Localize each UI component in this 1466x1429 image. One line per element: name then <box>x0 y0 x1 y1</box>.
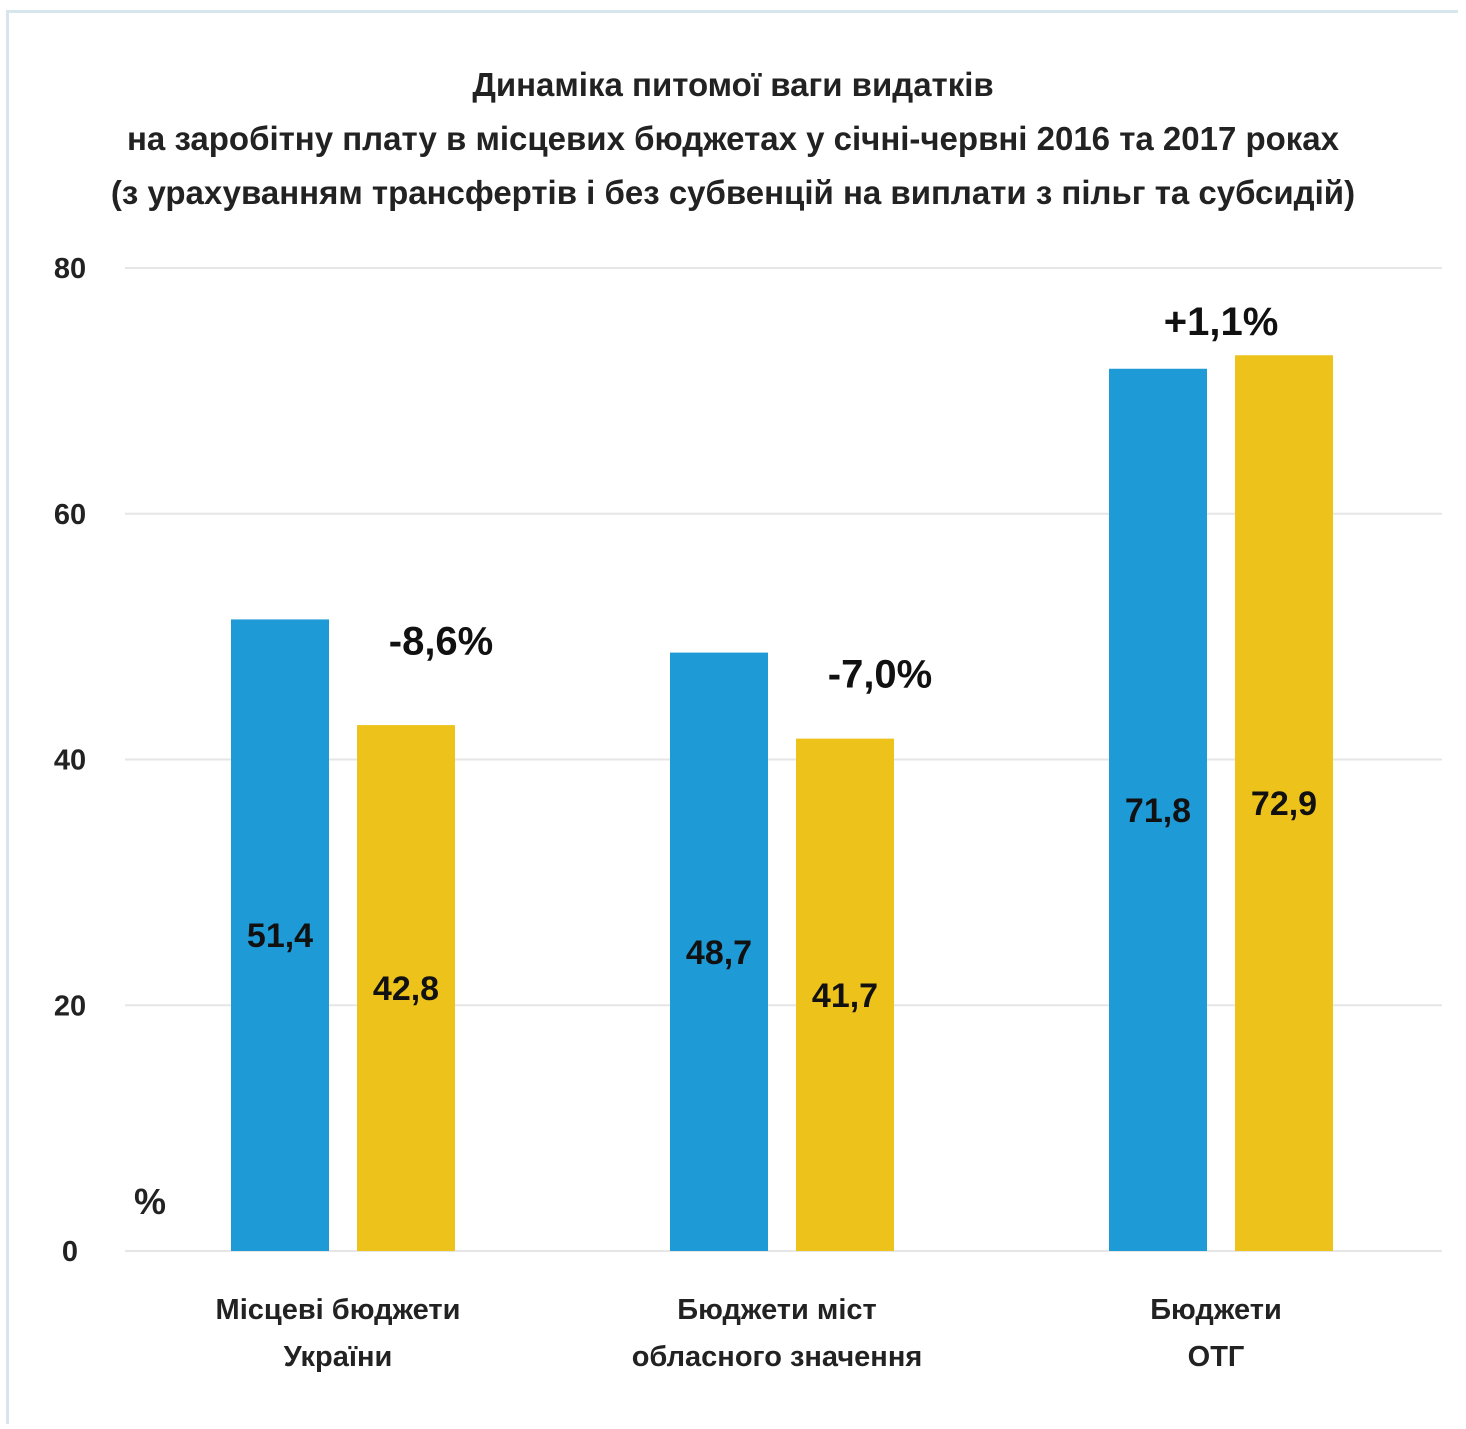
y-tick-label: 0 <box>62 1236 78 1268</box>
title-line-2: на заробітну плату в місцевих бюджетах у… <box>126 120 1340 157</box>
bar <box>231 619 329 1251</box>
bars <box>231 355 1333 1252</box>
bar <box>357 725 455 1251</box>
title-line-3: (з урахуванням трансфертів і без субвенц… <box>110 174 1356 211</box>
bar-value-label: 71,8 <box>1125 792 1191 830</box>
bar <box>796 738 894 1251</box>
gridlines <box>125 267 1442 1252</box>
bar-value-label: 42,8 <box>373 970 439 1008</box>
y-axis-ticks: 0 20 40 60 80 <box>54 253 86 1268</box>
x-category-label: України <box>284 1341 393 1373</box>
change-annotation: -8,6% <box>389 619 494 663</box>
bar <box>1109 368 1207 1251</box>
x-axis-labels: Місцеві бюджети України Бюджети міст обласн… <box>216 1294 1282 1373</box>
y-axis-unit-label: % <box>134 1181 166 1222</box>
bar-value-label: 41,7 <box>812 977 878 1015</box>
y-tick-label: 40 <box>54 745 86 777</box>
y-tick-label: 20 <box>54 990 86 1022</box>
change-annotation: +1,1% <box>1164 300 1279 344</box>
y-tick-label: 60 <box>54 499 86 531</box>
bar-value-label: 72,9 <box>1251 785 1317 823</box>
x-category-label: ОТГ <box>1188 1341 1245 1373</box>
bar <box>670 652 768 1251</box>
x-category-label: Бюджети <box>1150 1294 1282 1326</box>
bar <box>1235 355 1333 1252</box>
change-annotation: -7,0% <box>828 653 933 697</box>
x-category-label: Бюджети міст <box>677 1294 877 1326</box>
bar-value-label: 48,7 <box>686 934 752 972</box>
y-tick-label: 80 <box>54 253 86 285</box>
chart-frame <box>6 10 1458 1424</box>
title-line-1: Динаміка питомої ваги видатків <box>472 66 994 103</box>
chart-title: Динаміка питомої ваги видатків на заробі… <box>0 58 1466 220</box>
bar-value-label: 51,4 <box>247 917 313 955</box>
value-labels: 51,4 42,8 48,7 41,7 71,8 72,9 <box>247 785 1317 1015</box>
x-category-label: Місцеві бюджети <box>216 1294 461 1326</box>
change-annotations: -8,6% -7,0% +1,1% <box>389 300 1279 696</box>
x-category-label: обласного значення <box>632 1341 923 1373</box>
